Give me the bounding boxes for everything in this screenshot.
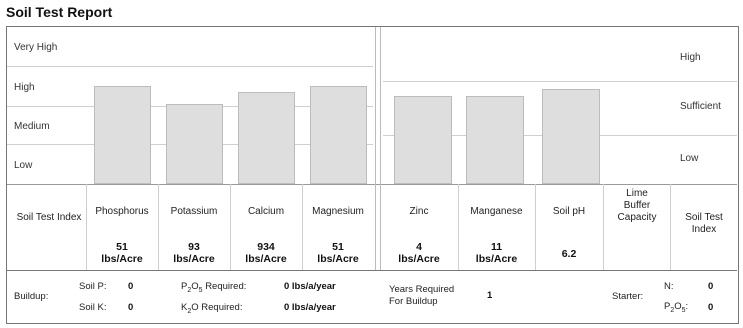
header-zinc: Zinc (409, 206, 429, 217)
header-lime-buffer: Lime Buffer Capacity (617, 188, 657, 223)
soil-k-value: 0 (128, 302, 134, 313)
soil-test-index-label-left: Soil Test Index (16, 212, 82, 223)
k2o-formula: K2O (181, 302, 199, 315)
level-label-low-right: Low (680, 153, 699, 164)
panel-divider (375, 27, 376, 270)
unit-manganese: lbs/Acre (475, 253, 518, 265)
col-sep (86, 184, 87, 270)
unit-phosphorus: lbs/Acre (101, 253, 143, 265)
report-title: Soil Test Report (6, 4, 113, 20)
p2o5-required: P2O5 Required: (181, 281, 246, 294)
header-phosphorus: Phosphorus (95, 206, 149, 217)
p2o5-formula: P2O5 (181, 281, 203, 294)
value-calcium: 934 (257, 241, 275, 253)
level-label-sufficient: Sufficient (680, 101, 721, 112)
bar-calcium (238, 91, 295, 184)
p2o5-required-label: Required: (205, 281, 247, 292)
soil-p-label: Soil P: (79, 281, 107, 292)
unit-magnesium: lbs/Acre (317, 253, 359, 265)
value-potassium: 93 (188, 241, 200, 253)
gridline (7, 66, 373, 67)
bar-soil-ph (542, 88, 600, 184)
value-magnesium: 51 (332, 241, 344, 253)
level-label-very-high: Very High (14, 42, 58, 53)
years-required-label: Years Required (389, 284, 455, 295)
footer-divider (7, 270, 737, 271)
soil-k-label: Soil K: (79, 302, 107, 313)
years-required-value: 1 (487, 290, 493, 301)
value-phosphorus: 51 (116, 241, 128, 253)
header-magnesium: Magnesium (312, 206, 364, 217)
buildup-label: Buildup: (14, 291, 49, 302)
col-sep (535, 184, 536, 270)
bar-zinc (394, 96, 452, 184)
value-soil-ph: 6.2 (561, 248, 577, 260)
soil-p-value: 0 (128, 281, 134, 292)
unit-calcium: lbs/Acre (245, 253, 287, 265)
panel-divider (380, 27, 381, 270)
chart-baseline (7, 184, 737, 185)
starter-label: Starter: (612, 291, 644, 302)
report-frame (6, 26, 739, 324)
gridline (383, 81, 737, 82)
value-manganese: 11 (490, 241, 503, 253)
p2o5-starter-label: P2O5: (664, 301, 689, 314)
col-sep (230, 184, 231, 270)
bar-phosphorus (94, 85, 151, 184)
col-sep (603, 184, 604, 270)
level-label-high-right: High (680, 52, 701, 63)
value-zinc: 4 (416, 241, 422, 253)
level-label-medium: Medium (14, 121, 50, 132)
header-manganese: Manganese (470, 206, 523, 217)
k2o-required: K2O Required: (181, 302, 242, 315)
p2o5-starter-value: 0 (708, 302, 714, 313)
k2o-required-label: Required: (201, 302, 243, 313)
for-buildup-label: For Buildup (389, 296, 438, 307)
p2o5-required-value: 0 lbs/a/year (284, 281, 336, 292)
col-sep (670, 184, 671, 270)
n-label: N: (664, 281, 674, 292)
k2o-required-value: 0 lbs/a/year (284, 302, 336, 313)
bar-magnesium (310, 85, 367, 184)
col-sep (158, 184, 159, 270)
bar-potassium (166, 103, 223, 184)
header-soil-ph: Soil pH (552, 206, 586, 217)
bar-manganese (466, 96, 524, 184)
soil-test-index-label-right: Soil Test Index (685, 212, 723, 235)
col-sep (458, 184, 459, 270)
unit-zinc: lbs/Acre (398, 253, 440, 265)
level-label-high: High (14, 82, 35, 93)
unit-potassium: lbs/Acre (173, 253, 215, 265)
header-potassium: Potassium (170, 206, 218, 217)
n-value: 0 (708, 281, 714, 292)
col-sep (302, 184, 303, 270)
header-calcium: Calcium (247, 206, 285, 217)
level-label-low: Low (14, 160, 33, 171)
